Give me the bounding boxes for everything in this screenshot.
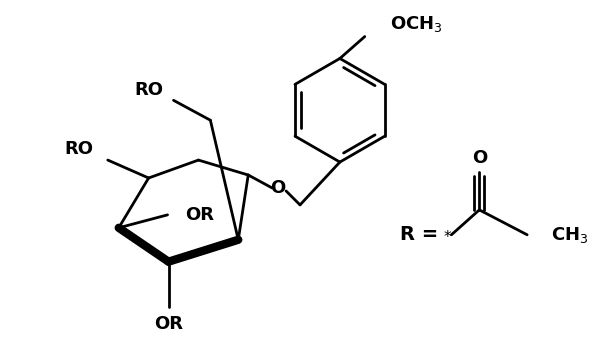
Text: OR: OR bbox=[185, 206, 214, 224]
Text: R =: R = bbox=[400, 225, 438, 244]
Text: O: O bbox=[472, 149, 487, 167]
Text: OR: OR bbox=[154, 316, 183, 333]
Text: RO: RO bbox=[65, 140, 94, 158]
Text: *: * bbox=[444, 230, 451, 245]
Text: OCH$_3$: OCH$_3$ bbox=[390, 14, 442, 34]
Text: CH$_3$: CH$_3$ bbox=[551, 225, 588, 245]
Text: RO: RO bbox=[134, 81, 163, 99]
Text: O: O bbox=[271, 179, 286, 197]
